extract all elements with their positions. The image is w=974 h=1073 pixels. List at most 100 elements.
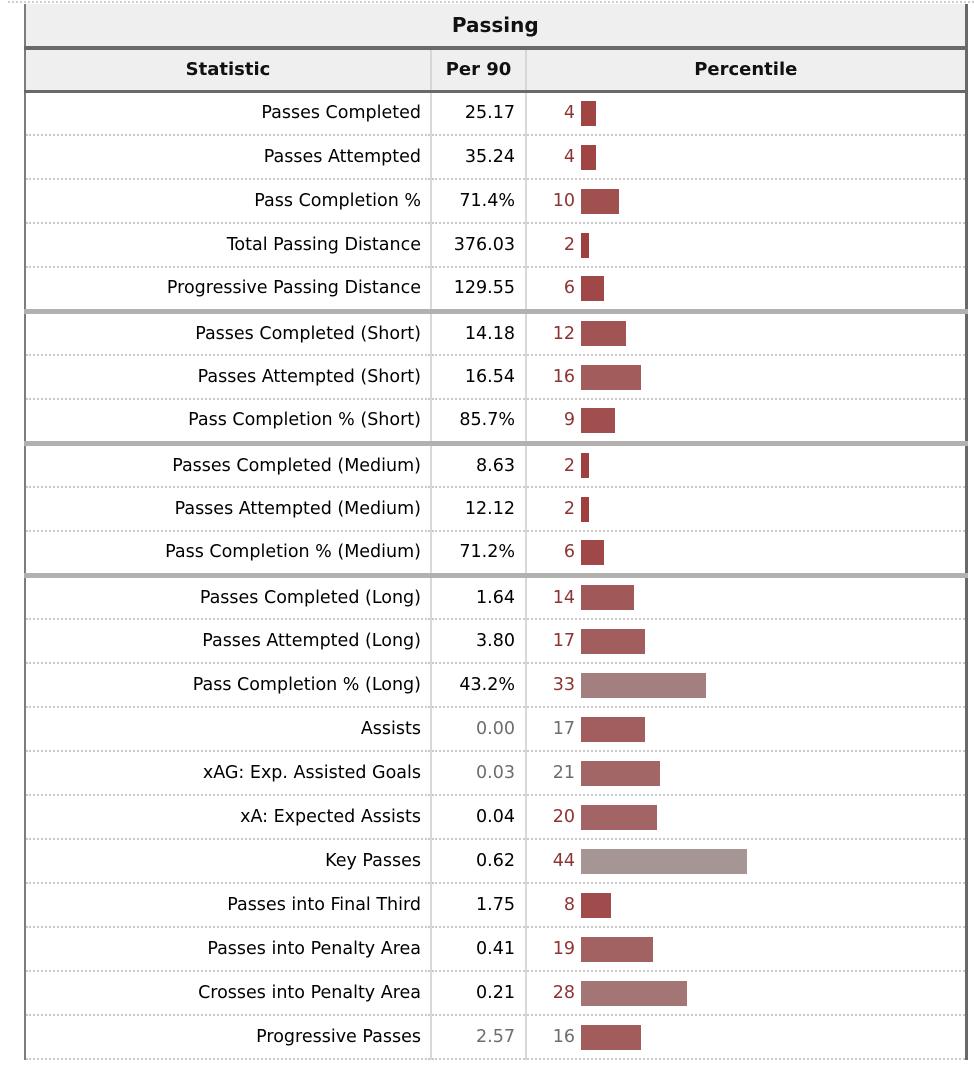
column-header-row: Statistic Per 90 Percentile	[25, 48, 967, 93]
stat-row: Passes Completed (Long) 1.64 14	[25, 572, 967, 620]
col-header-per90: Per 90	[431, 48, 527, 93]
percentile-cell: 9	[526, 399, 967, 444]
statistic-label: Passes Attempted	[25, 135, 432, 180]
percentile-cell: 28	[526, 971, 967, 1016]
percentile-cell: 33	[526, 663, 967, 708]
col-header-percentile: Percentile	[526, 48, 967, 93]
per90-value: 16.54	[431, 355, 527, 400]
percentile-value: 9	[563, 410, 575, 431]
statistic-label: Passes Completed (Medium)	[25, 440, 432, 488]
percentile-value: 16	[552, 1027, 575, 1047]
per90-value: 12.12	[431, 487, 527, 532]
percentile-cell: 6	[526, 531, 967, 576]
per90-value: 3.80	[431, 619, 527, 664]
percentile-value: 28	[552, 983, 575, 1003]
percentile-bar	[581, 980, 687, 1006]
statistic-label: xAG: Exp. Assisted Goals	[25, 751, 432, 796]
percentile-value: 4	[563, 147, 575, 167]
percentile-bar	[581, 936, 653, 962]
per90-value: 8.63	[431, 440, 527, 488]
statistic-label: Progressive Passes	[25, 1015, 432, 1060]
statistic-label: Passes Completed (Long)	[25, 572, 432, 620]
per90-value: 85.7%	[431, 399, 527, 444]
percentile-bar	[581, 539, 604, 565]
percentile-bar	[581, 716, 645, 742]
percentile-cell: 4	[526, 91, 967, 136]
per90-value: 1.64	[431, 572, 527, 620]
statistic-label: Passes Completed (Short)	[25, 308, 432, 356]
stat-row: Pass Completion % (Long) 43.2% 33	[25, 663, 967, 708]
statistic-label: Pass Completion % (Long)	[25, 663, 432, 708]
stat-row: Pass Completion % 71.4% 10	[25, 179, 967, 224]
per90-value: 43.2%	[431, 663, 527, 708]
percentile-cell: 4	[526, 135, 967, 180]
per90-value: 1.75	[431, 883, 527, 928]
percentile-bar	[581, 453, 589, 479]
per90-value: 0.03	[431, 751, 527, 796]
stat-row: Passes Completed 25.17 4	[25, 91, 967, 136]
percentile-cell: 12	[526, 308, 967, 356]
statistic-label: Progressive Passing Distance	[25, 267, 432, 312]
statistic-label: xA: Expected Assists	[25, 795, 432, 840]
stat-row: Progressive Passes 2.57 16	[25, 1015, 967, 1060]
percentile-cell: 21	[526, 751, 967, 796]
percentile-value: 8	[563, 895, 575, 915]
statistic-label: Passes Attempted (Short)	[25, 355, 432, 400]
percentile-value: 44	[552, 851, 575, 871]
statistic-label: Pass Completion %	[25, 179, 432, 224]
statistic-label: Pass Completion % (Short)	[25, 399, 432, 444]
per90-value: 0.00	[431, 707, 527, 752]
per90-value: 0.41	[431, 927, 527, 972]
percentile-bar	[581, 144, 596, 170]
percentile-cell: 2	[526, 487, 967, 532]
percentile-bar	[581, 321, 626, 347]
percentile-cell: 16	[526, 1015, 967, 1060]
statistic-label: Assists	[25, 707, 432, 752]
percentile-value: 2	[563, 455, 575, 476]
per90-value: 71.2%	[431, 531, 527, 576]
percentile-cell: 2	[526, 440, 967, 488]
per90-value: 14.18	[431, 308, 527, 356]
stat-row: xA: Expected Assists 0.04 20	[25, 795, 967, 840]
per90-value: 0.62	[431, 839, 527, 884]
percentile-bar	[581, 892, 611, 918]
stat-row: Assists 0.00 17	[25, 707, 967, 752]
percentile-bar	[581, 275, 604, 301]
per90-value: 71.4%	[431, 179, 527, 224]
stat-row: Total Passing Distance 376.03 2	[25, 223, 967, 268]
percentile-value: 6	[563, 278, 575, 299]
percentile-value: 4	[563, 103, 575, 124]
statistic-label: Total Passing Distance	[25, 223, 432, 268]
percentile-cell: 2	[526, 223, 967, 268]
percentile-bar	[581, 407, 615, 433]
percentile-bar	[581, 232, 589, 258]
percentile-bar	[581, 848, 747, 874]
per90-value: 376.03	[431, 223, 527, 268]
percentile-cell: 17	[526, 707, 967, 752]
stat-row: Passes Attempted (Medium) 12.12 2	[25, 487, 967, 532]
percentile-cell: 14	[526, 572, 967, 620]
stat-row: Passes Attempted (Short) 16.54 16	[25, 355, 967, 400]
percentile-cell: 16	[526, 355, 967, 400]
stat-row: Key Passes 0.62 44	[25, 839, 967, 884]
statistic-label: Passes into Penalty Area	[25, 927, 432, 972]
stat-row: Passes into Penalty Area 0.41 19	[25, 927, 967, 972]
per90-value: 2.57	[431, 1015, 527, 1060]
table-title-row: Passing	[25, 4, 967, 50]
percentile-cell: 8	[526, 883, 967, 928]
percentile-bar	[581, 628, 645, 654]
percentile-value: 17	[552, 719, 575, 739]
stat-row: Pass Completion % (Short) 85.7% 9	[25, 399, 967, 444]
percentile-bar	[581, 760, 660, 786]
percentile-bar	[581, 100, 596, 126]
stat-row: Progressive Passing Distance 129.55 6	[25, 267, 967, 312]
percentile-cell: 6	[526, 267, 967, 312]
stat-row: Passes Attempted 35.24 4	[25, 135, 967, 180]
stats-table-body: Passes Completed 25.17 4 Passes Attempted 35…	[25, 91, 967, 1060]
percentile-value: 2	[563, 499, 575, 519]
percentile-bar	[581, 804, 657, 830]
percentile-cell: 19	[526, 927, 967, 972]
per90-value: 129.55	[431, 267, 527, 312]
percentile-value: 6	[563, 542, 575, 563]
per90-value: 35.24	[431, 135, 527, 180]
